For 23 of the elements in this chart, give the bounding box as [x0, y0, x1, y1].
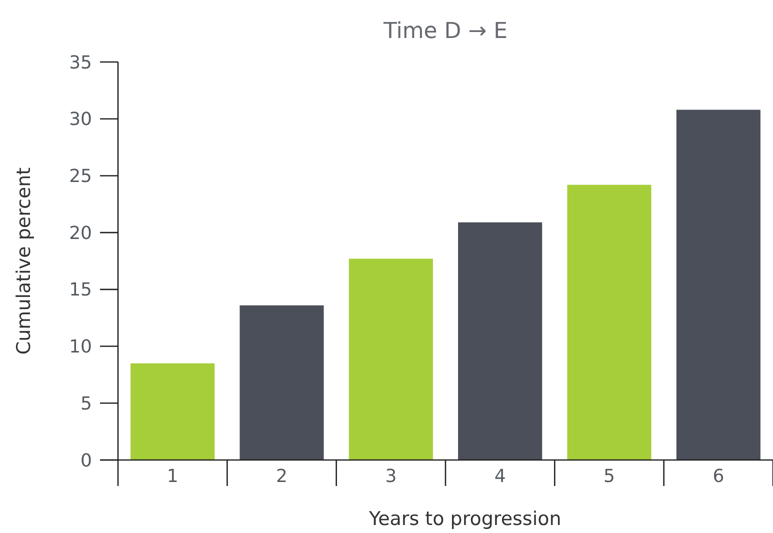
bar — [676, 110, 760, 460]
y-tick-label: 10 — [69, 336, 92, 358]
bar — [348, 258, 433, 460]
y-tick-label: 0 — [80, 450, 92, 472]
y-tick-label: 5 — [80, 393, 92, 414]
x-axis-title: Years to progression — [368, 508, 562, 530]
x-tick-label: 3 — [385, 466, 397, 487]
y-tick-label: 30 — [69, 109, 92, 130]
bar — [130, 363, 215, 460]
y-tick-label: 35 — [69, 52, 92, 74]
x-tick-label: 6 — [712, 466, 724, 487]
chart-title: Time D → E — [382, 19, 508, 44]
y-axis-title: Cumulative percent — [13, 167, 35, 355]
y-tick-label: 15 — [69, 280, 92, 301]
y-tick-label: 25 — [69, 166, 92, 188]
y-tick-label: 20 — [69, 222, 92, 244]
x-tick-label: 4 — [494, 466, 506, 487]
x-tick-label: 2 — [276, 466, 288, 487]
bar — [458, 222, 542, 460]
bar — [240, 305, 324, 460]
bar — [567, 184, 652, 460]
x-tick-label: 5 — [604, 466, 615, 487]
x-tick-label: 1 — [166, 466, 178, 487]
